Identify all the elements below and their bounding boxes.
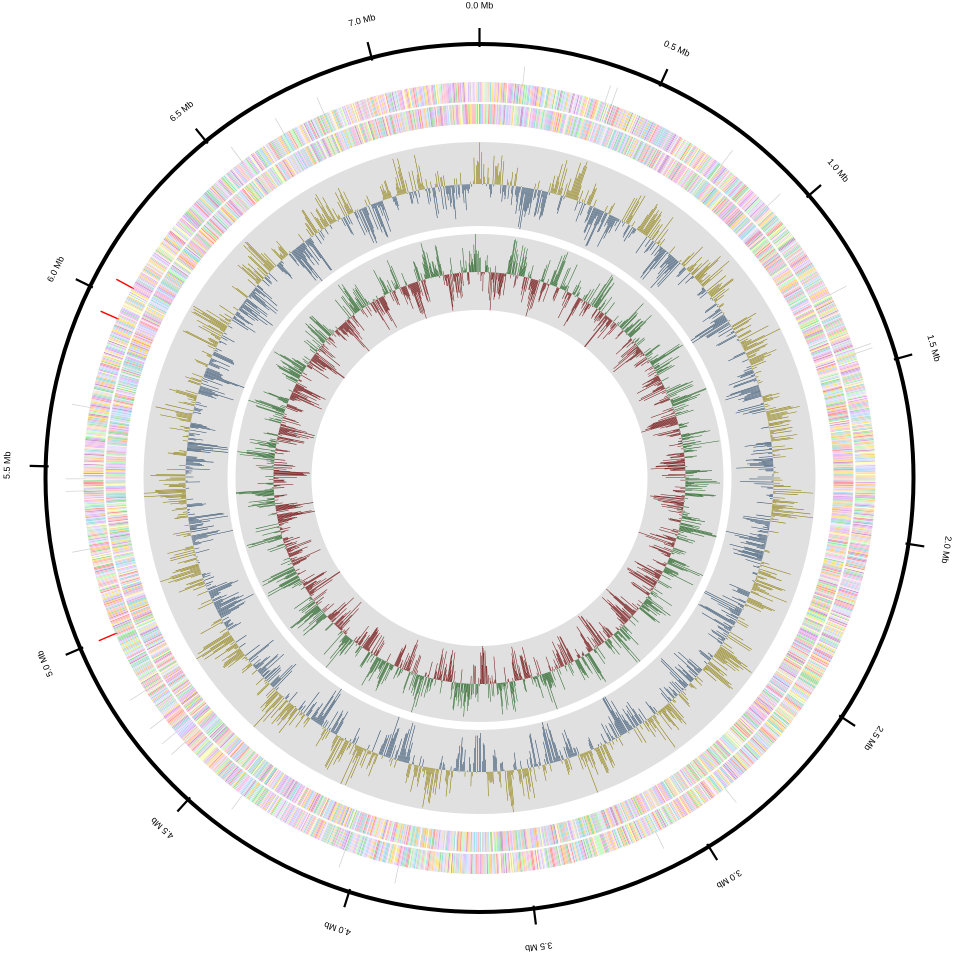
circos-genome-plot: 0.0 Mb0.5 Mb1.0 Mb1.5 Mb2.0 Mb2.5 Mb3.0 … (0, 0, 959, 956)
tick-label: 0.0 Mb (466, 0, 494, 10)
plot-root: 0.0 Mb0.5 Mb1.0 Mb1.5 Mb2.0 Mb2.5 Mb3.0 … (0, 0, 959, 956)
tick-label: 5.5 Mb (2, 451, 13, 479)
